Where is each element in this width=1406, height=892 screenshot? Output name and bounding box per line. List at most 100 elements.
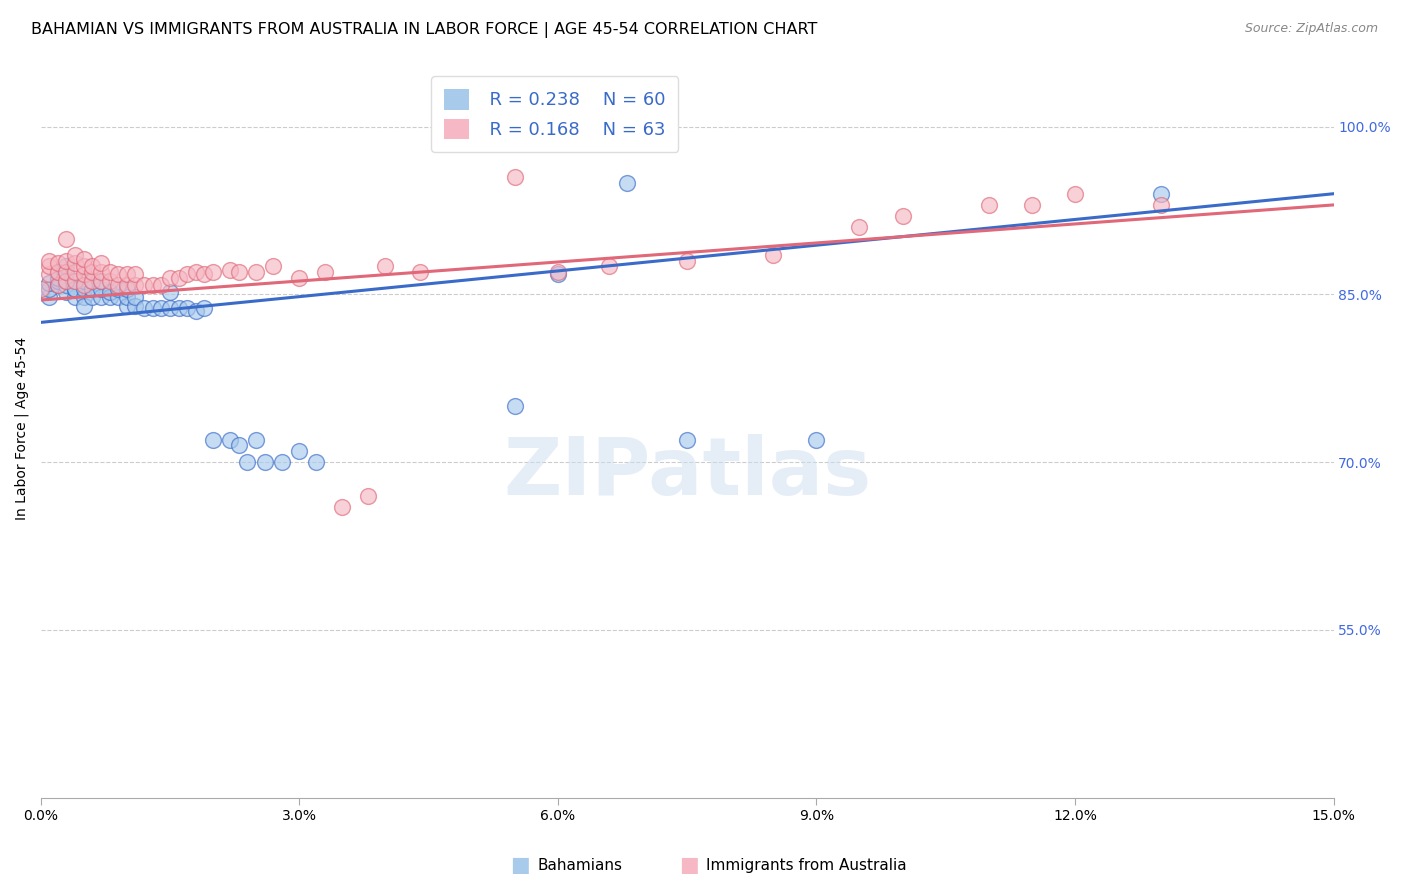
Point xyxy=(271,455,294,469)
Point xyxy=(82,265,104,279)
Point xyxy=(98,285,121,300)
Point xyxy=(547,265,569,279)
Point xyxy=(219,433,242,447)
Point xyxy=(107,282,129,296)
Text: ■: ■ xyxy=(510,855,530,875)
Point xyxy=(90,274,112,288)
Point xyxy=(98,265,121,279)
Point xyxy=(55,265,77,279)
Point xyxy=(107,268,129,282)
Point xyxy=(55,231,77,245)
Point xyxy=(55,274,77,288)
Point xyxy=(46,278,69,293)
Text: ■: ■ xyxy=(679,855,699,875)
Point xyxy=(762,248,785,262)
Point xyxy=(46,256,69,270)
Point xyxy=(1150,198,1173,212)
Point xyxy=(305,455,328,469)
Point xyxy=(73,278,96,293)
Point xyxy=(201,433,224,447)
Point xyxy=(73,268,96,282)
Point xyxy=(90,282,112,296)
Point xyxy=(63,265,86,279)
Legend:   R = 0.238    N = 60,   R = 0.168    N = 63: R = 0.238 N = 60, R = 0.168 N = 63 xyxy=(432,76,678,152)
Point xyxy=(63,282,86,296)
Point xyxy=(891,209,914,223)
Point xyxy=(63,282,86,296)
Point xyxy=(159,301,181,315)
Point xyxy=(132,301,155,315)
Point xyxy=(288,444,311,458)
Point xyxy=(977,198,1000,212)
Point xyxy=(167,270,190,285)
Point xyxy=(676,433,699,447)
Point xyxy=(1021,198,1043,212)
Point xyxy=(73,260,96,274)
Point xyxy=(503,399,526,413)
Point xyxy=(547,268,569,282)
Point xyxy=(848,220,870,235)
Point xyxy=(288,270,311,285)
Point xyxy=(90,290,112,304)
Point xyxy=(228,265,250,279)
Point xyxy=(63,256,86,270)
Point xyxy=(253,455,276,469)
Point xyxy=(150,301,173,315)
Point xyxy=(55,260,77,274)
Point xyxy=(38,253,60,268)
Point xyxy=(82,282,104,296)
Point xyxy=(330,500,353,514)
Point xyxy=(228,438,250,452)
Point xyxy=(115,278,138,293)
Point xyxy=(159,285,181,300)
Point xyxy=(38,282,60,296)
Point xyxy=(176,268,198,282)
Text: Source: ZipAtlas.com: Source: ZipAtlas.com xyxy=(1244,22,1378,36)
Point xyxy=(1064,186,1087,201)
Point xyxy=(107,290,129,304)
Point xyxy=(124,299,146,313)
Point xyxy=(124,278,146,293)
Point xyxy=(73,282,96,296)
Point xyxy=(115,268,138,282)
Point xyxy=(409,265,432,279)
Text: BAHAMIAN VS IMMIGRANTS FROM AUSTRALIA IN LABOR FORCE | AGE 45-54 CORRELATION CHA: BAHAMIAN VS IMMIGRANTS FROM AUSTRALIA IN… xyxy=(31,22,817,38)
Text: Immigrants from Australia: Immigrants from Australia xyxy=(706,858,907,872)
Point xyxy=(38,260,60,274)
Point xyxy=(38,277,60,291)
Point xyxy=(598,260,620,274)
Point xyxy=(1150,186,1173,201)
Point xyxy=(82,274,104,288)
Point xyxy=(38,268,60,282)
Point xyxy=(245,265,267,279)
Point xyxy=(184,265,207,279)
Point xyxy=(55,253,77,268)
Point xyxy=(98,290,121,304)
Point xyxy=(124,268,146,282)
Point xyxy=(107,278,129,293)
Point xyxy=(55,265,77,279)
Point xyxy=(374,260,396,274)
Point xyxy=(63,274,86,288)
Point xyxy=(115,290,138,304)
Point xyxy=(184,304,207,318)
Point xyxy=(82,290,104,304)
Point xyxy=(73,299,96,313)
Point xyxy=(98,274,121,288)
Point xyxy=(38,290,60,304)
Point xyxy=(115,299,138,313)
Point xyxy=(676,253,699,268)
Point xyxy=(193,268,215,282)
Point xyxy=(159,270,181,285)
Point xyxy=(55,285,77,300)
Point xyxy=(132,278,155,293)
Point xyxy=(90,274,112,288)
Point xyxy=(357,489,380,503)
Point xyxy=(176,301,198,315)
Point xyxy=(115,282,138,296)
Point xyxy=(150,278,173,293)
Point xyxy=(46,270,69,285)
Point xyxy=(46,265,69,279)
Point xyxy=(63,274,86,288)
Y-axis label: In Labor Force | Age 45-54: In Labor Force | Age 45-54 xyxy=(15,337,30,520)
